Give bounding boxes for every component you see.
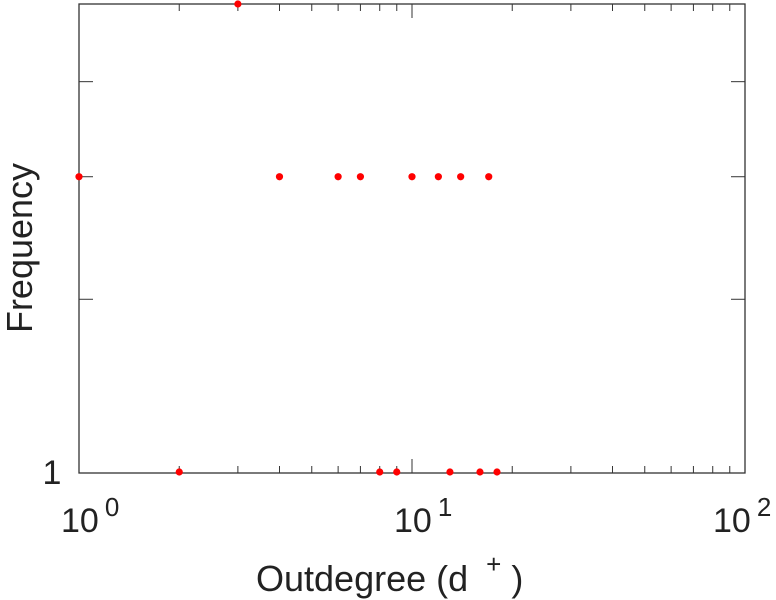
data-point [434,173,442,181]
data-point [75,173,83,181]
data-point [446,468,454,476]
data-points [75,0,501,476]
x-axis-label-main: Outdegree (d [256,558,468,599]
data-point [234,0,242,8]
plot-frame [78,3,746,474]
x-tick-label-exponent: 0 [105,492,119,522]
x-tick-label-exponent: 2 [757,492,771,522]
x-tick-label-base: 10 [394,502,432,540]
x-tick-label: 10 2 [713,492,771,540]
data-point [485,173,493,181]
y-axis-label: Frequency [0,163,40,333]
y-tick-label: 1 [43,454,62,492]
data-point [376,468,384,476]
x-tick-label-base: 10 [713,502,751,540]
tick-labels: 10 0 10 1 10 21 [43,454,772,540]
x-axis-label-close: ) [511,558,523,599]
x-tick-label: 10 1 [394,492,452,540]
data-point [356,173,365,181]
x-axis-label-superscript: + [486,549,501,579]
data-point [476,468,484,476]
data-point [393,468,401,476]
data-point [457,173,465,181]
data-point [408,173,416,181]
data-point [334,173,342,181]
x-tick-label-base: 10 [61,502,99,540]
axis-ticks [78,4,745,473]
data-point [275,173,284,181]
x-axis-label: Outdegree (d +) [256,549,523,599]
data-point [175,468,183,476]
x-tick-label-exponent: 1 [438,492,452,522]
data-point [493,468,501,476]
x-tick-label: 10 0 [61,492,119,540]
